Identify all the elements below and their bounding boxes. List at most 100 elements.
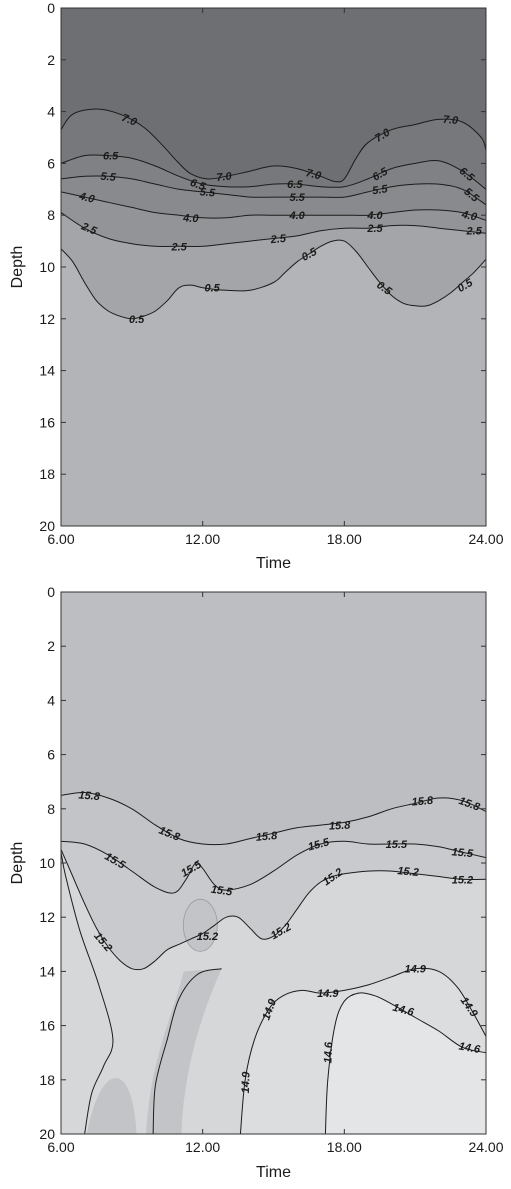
contour-label-text: 0.5 — [129, 314, 145, 326]
contour-label: 2.5 — [466, 226, 483, 238]
y-tick-label: 4 — [47, 692, 55, 708]
y-tick-label: 12 — [39, 909, 55, 925]
contour-label: 4.0 — [77, 190, 97, 206]
contour-label: 0.5 — [129, 314, 145, 326]
contour-label: 15.8 — [329, 820, 352, 833]
contour-label-text: 4.0 — [182, 212, 200, 225]
contour-line-14.9 — [239, 967, 486, 1134]
contour-label-text: 15.5 — [451, 846, 474, 860]
contour-line-5.5 — [61, 175, 486, 206]
x-axis-title: Time — [256, 1164, 291, 1181]
contour-label-text: 14.9 — [317, 988, 339, 1000]
y-tick-label: 4 — [47, 104, 55, 120]
y-tick-label: 10 — [39, 855, 55, 871]
contour-line-15.2 — [61, 852, 114, 1134]
contour-label: 15.2 — [397, 865, 419, 879]
contour-label: 5.5 — [199, 186, 216, 199]
contour-label-text: 15.8 — [78, 789, 101, 803]
contour-label-text: 2.5 — [366, 223, 383, 235]
contour-label-text: 15.2 — [197, 931, 218, 943]
y-tick-label: 12 — [39, 311, 55, 327]
contour-label-text: 4.0 — [77, 190, 97, 206]
contour-label-text: 14.6 — [458, 1041, 482, 1057]
x-tick-label: 6.00 — [47, 1139, 74, 1155]
contour-label: 15.5 — [451, 846, 474, 860]
y-tick-label: 20 — [39, 518, 55, 534]
y-tick-label: 16 — [39, 414, 55, 430]
contour-label: 15.2 — [197, 931, 218, 943]
y-tick-label: 2 — [47, 638, 55, 654]
contour-line-2.5 — [61, 212, 486, 247]
contour-label-text: 2.5 — [466, 226, 483, 238]
contour-label: 7.0 — [216, 170, 233, 184]
y-axis-title: Depth — [9, 246, 26, 289]
contour-label: 2.5 — [366, 223, 383, 235]
contour-label: 14.6 — [458, 1041, 482, 1057]
contour-line-4.0 — [61, 191, 486, 221]
contour-label-text: 15.8 — [329, 820, 352, 833]
contour-label-text: 14.9 — [240, 1071, 253, 1094]
y-tick-label: 20 — [39, 1126, 55, 1142]
x-tick-label: 6.00 — [47, 531, 74, 547]
contour-label-text: 4.0 — [288, 210, 305, 222]
x-tick-label: 18.00 — [327, 531, 362, 547]
contour-label-text: 6.5 — [103, 151, 119, 163]
contour-line-15.2 — [61, 849, 486, 971]
y-tick-label: 8 — [47, 801, 55, 817]
contour-label-text: 7.0 — [442, 114, 459, 127]
contour-label: 7.0 — [442, 114, 459, 127]
y-tick-label: 10 — [39, 259, 55, 275]
contour-label: 15.8 — [411, 795, 434, 809]
y-tick-label: 18 — [39, 466, 55, 482]
contour-line-15.8 — [61, 791, 486, 846]
contour-label: 2.5 — [79, 220, 99, 238]
contour-label-text: 15.2 — [452, 874, 473, 886]
contour-label: 4.0 — [182, 212, 200, 225]
contour-label-text: 5.5 — [100, 171, 117, 184]
contour-line-15.5 — [61, 840, 486, 894]
contour-label: 7.0 — [304, 167, 323, 183]
contour-label-text: 5.5 — [199, 186, 216, 199]
contour-label-text: 15.5 — [210, 884, 234, 899]
contour-label-text: 7.0 — [216, 170, 233, 184]
contour-label-text: 14.9 — [404, 964, 426, 976]
contour-label: 5.5 — [289, 192, 305, 204]
contour-label-text: 7.0 — [120, 112, 139, 129]
contour-label: 15.5 — [307, 836, 332, 853]
y-tick-label: 6 — [47, 155, 55, 171]
fill-region — [146, 968, 222, 1134]
contour-label: 15.2 — [452, 874, 473, 886]
contour-label-text: 4.0 — [460, 209, 479, 224]
contour-label-text: 14.6 — [391, 1002, 416, 1019]
x-tick-label: 24.00 — [468, 531, 503, 547]
contour-label-text: 6.5 — [188, 177, 207, 194]
y-tick-label: 14 — [39, 963, 55, 979]
contour-label-text: 4.0 — [366, 210, 383, 222]
y-tick-label: 14 — [39, 363, 55, 379]
contour-label: 15.5 — [210, 884, 234, 899]
y-axis-title: Depth — [9, 842, 26, 885]
fill-region — [325, 992, 486, 1134]
y-tick-label: 8 — [47, 207, 55, 223]
contour-label-text: 15.5 — [307, 836, 332, 853]
x-tick-label: 12.00 — [185, 531, 220, 547]
contour-line-15.2 — [152, 968, 222, 1134]
contour-label: 4.0 — [366, 210, 383, 222]
contour-label: 4.0 — [460, 209, 479, 224]
contour-label: 14.6 — [391, 1002, 416, 1019]
contour-label-text: 15.8 — [255, 830, 278, 844]
contour-label: 5.5 — [372, 183, 390, 197]
contour-label: 6.5 — [103, 151, 119, 163]
y-tick-label: 0 — [47, 0, 55, 16]
contour-line-14.6 — [324, 992, 486, 1134]
contour-label: 14.9 — [404, 964, 426, 976]
contour-label: 6.5 — [287, 179, 303, 191]
warm-lens — [182, 898, 218, 952]
fill-region — [61, 8, 486, 182]
contour-label: 14.9 — [317, 988, 339, 1000]
y-tick-label: 6 — [47, 747, 55, 763]
panel-2: 15.815.8 15.815.815.8 15.815.5 15.515.515.5… — [9, 584, 504, 1181]
contour-label-text: 5.5 — [289, 192, 305, 204]
contour-label-text: 6.5 — [287, 179, 303, 191]
contour-label: 2.5 — [269, 233, 287, 247]
